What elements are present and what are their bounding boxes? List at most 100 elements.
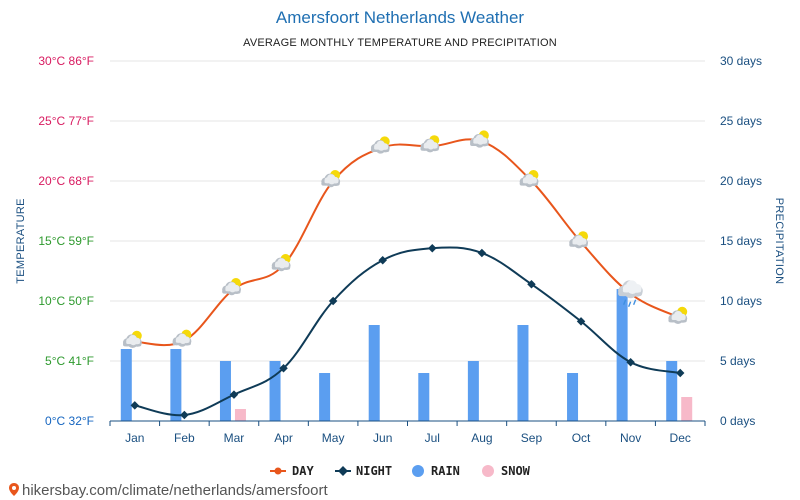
rain-bar — [467, 361, 479, 421]
legend-rain-marker — [412, 465, 424, 477]
right-tick-label: 5 days — [720, 354, 755, 368]
left-axis-title: TEMPERATURE — [15, 198, 27, 284]
cloud-shape — [324, 174, 339, 185]
night-point — [279, 363, 288, 373]
footer[interactable]: hikersbay.com/climate/netherlands/amersf… — [9, 482, 329, 499]
cloud-shape — [374, 140, 389, 151]
partly-cloudy-icon — [321, 170, 341, 188]
right-axis-title: PRECIPITATION — [773, 198, 785, 285]
night-point — [527, 279, 536, 289]
gridlines — [110, 60, 705, 362]
partly-cloudy-icon — [519, 170, 539, 188]
right-tick-label: 20 days — [720, 174, 762, 188]
rain-bar — [120, 349, 132, 421]
x-tick-label: Mar — [224, 431, 245, 445]
cloud-shape — [225, 282, 240, 293]
left-tick-label: 15°C 59°F — [38, 234, 94, 248]
rain-bar — [368, 325, 380, 421]
left-tick-label: 5°C 41°F — [45, 354, 94, 368]
footer-link[interactable]: hikersbay.com/climate/netherlands/amersf… — [22, 482, 329, 499]
cloud-shape — [423, 139, 438, 150]
chart-title: Amersfoort Netherlands Weather — [276, 8, 525, 27]
partly-cloudy-icon — [122, 330, 142, 349]
partly-cloudy-icon — [420, 135, 440, 153]
night-point — [576, 317, 586, 326]
rain-bar — [219, 361, 231, 421]
snow-bar — [681, 397, 693, 421]
night-point — [229, 390, 239, 399]
x-axis-ticks: Jan Feb Mar Apr May Jun Jul Aug Sep Oct Nov Dec — [109, 421, 706, 445]
weather-icons — [122, 130, 688, 349]
legend-day-label: DAY — [292, 464, 314, 478]
x-tick-label: Oct — [572, 431, 591, 445]
right-tick-label: 15 days — [720, 234, 762, 248]
night-series-line — [134, 246, 681, 417]
location-pin-icon — [9, 483, 19, 496]
legend: DAY NIGHT RAIN SNOW — [270, 464, 531, 478]
legend-rain-label: RAIN — [431, 464, 460, 478]
cloud-shape — [572, 235, 587, 246]
snow-bar — [234, 409, 246, 421]
rain-bar — [616, 289, 628, 421]
partly-cloudy-icon — [470, 130, 489, 148]
cloud-shape — [522, 174, 537, 185]
rain-bar — [319, 373, 331, 421]
partly-cloudy-icon — [222, 278, 241, 296]
left-tick-label: 20°C 68°F — [38, 174, 94, 188]
rain-bar — [567, 373, 579, 421]
cloud-shape — [274, 258, 290, 269]
x-tick-label: Jul — [425, 431, 440, 445]
x-tick-label: Jan — [125, 431, 144, 445]
legend-item-rain[interactable]: RAIN — [412, 464, 460, 478]
legend-item-day[interactable]: DAY — [270, 464, 314, 478]
precipitation-bars — [120, 289, 693, 421]
cloud-shape — [126, 335, 141, 346]
night-point — [675, 368, 685, 378]
left-tick-label: 10°C 50°F — [38, 294, 94, 308]
rain-bar — [170, 349, 182, 421]
day-series-line — [134, 138, 681, 347]
left-axis-ticks: 0°C 32°F 5°C 41°F 10°C 50°F 15°C 59°F 20°C 6… — [38, 54, 94, 428]
legend-snow-marker — [482, 465, 494, 477]
right-tick-label: 30 days — [720, 54, 762, 68]
partly-cloudy-icon — [271, 254, 291, 272]
night-point — [378, 255, 387, 265]
rain-bar — [666, 361, 678, 421]
night-point — [328, 296, 338, 306]
x-tick-label: Aug — [471, 431, 492, 445]
x-tick-label: Feb — [174, 431, 195, 445]
legend-night-label: NIGHT — [356, 464, 392, 478]
legend-item-snow[interactable]: SNOW — [482, 464, 531, 478]
left-tick-label: 0°C 32°F — [45, 414, 94, 428]
partly-cloudy-icon — [172, 329, 192, 347]
legend-night-marker — [338, 466, 348, 476]
partly-cloudy-icon — [668, 306, 688, 325]
x-tick-label: May — [322, 431, 345, 445]
cloud-rain-icon — [618, 280, 643, 308]
x-tick-label: Apr — [274, 431, 293, 445]
right-axis-ticks: 0 days 5 days 10 days 15 days 20 days 25 days… — [720, 54, 762, 428]
left-tick-label: 25°C 77°F — [38, 114, 94, 128]
night-point — [130, 401, 140, 410]
x-tick-label: Jun — [373, 431, 392, 445]
rain-bar — [517, 325, 529, 421]
legend-item-night[interactable]: NIGHT — [335, 464, 392, 478]
rain-bar — [269, 361, 281, 421]
rain-bar — [418, 373, 430, 421]
night-point — [180, 410, 189, 420]
left-tick-label: 30°C 86°F — [38, 54, 94, 68]
partly-cloudy-icon — [569, 231, 589, 249]
partly-cloudy-icon — [370, 136, 390, 154]
chart-subtitle: AVERAGE MONTHLY TEMPERATURE AND PRECIPIT… — [243, 37, 557, 49]
cloud-shape — [175, 333, 190, 344]
right-tick-label: 25 days — [720, 114, 762, 128]
cloud-shape — [473, 134, 488, 145]
night-point — [626, 357, 635, 367]
right-tick-label: 10 days — [720, 294, 762, 308]
cloud-shape — [671, 311, 686, 322]
right-tick-label: 0 days — [720, 414, 755, 428]
legend-day-marker — [274, 467, 282, 475]
cloud-shape — [622, 280, 642, 295]
